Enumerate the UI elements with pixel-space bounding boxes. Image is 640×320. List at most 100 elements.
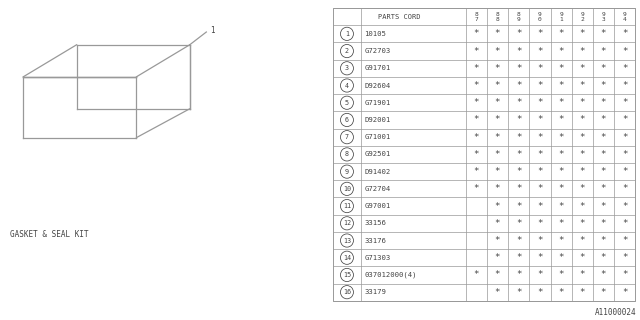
- Text: *: *: [579, 29, 585, 38]
- Text: *: *: [495, 64, 500, 73]
- Text: *: *: [601, 29, 606, 38]
- Text: *: *: [495, 29, 500, 38]
- Text: *: *: [601, 46, 606, 56]
- Text: *: *: [516, 98, 522, 107]
- Text: 6: 6: [345, 117, 349, 123]
- Text: *: *: [579, 184, 585, 193]
- Text: 8
7: 8 7: [474, 12, 478, 22]
- Text: 33156: 33156: [364, 220, 387, 226]
- Text: *: *: [622, 150, 627, 159]
- Text: G71303: G71303: [364, 255, 390, 261]
- Text: *: *: [474, 81, 479, 90]
- Text: *: *: [558, 81, 564, 90]
- Text: *: *: [558, 270, 564, 279]
- Text: *: *: [537, 64, 543, 73]
- Text: *: *: [537, 29, 543, 38]
- Text: *: *: [622, 46, 627, 56]
- Text: *: *: [601, 184, 606, 193]
- Text: *: *: [516, 116, 522, 124]
- Text: 9: 9: [345, 169, 349, 175]
- Text: *: *: [495, 288, 500, 297]
- Text: *: *: [622, 81, 627, 90]
- Text: 9
0: 9 0: [538, 12, 542, 22]
- Text: *: *: [474, 184, 479, 193]
- Text: G71001: G71001: [364, 134, 390, 140]
- Text: *: *: [516, 288, 522, 297]
- Text: 2: 2: [345, 48, 349, 54]
- Text: *: *: [516, 270, 522, 279]
- Text: *: *: [579, 236, 585, 245]
- Text: *: *: [474, 133, 479, 142]
- Text: *: *: [537, 116, 543, 124]
- Text: *: *: [579, 150, 585, 159]
- Text: *: *: [558, 116, 564, 124]
- Text: *: *: [601, 202, 606, 211]
- Text: G71901: G71901: [364, 100, 390, 106]
- Text: 15: 15: [343, 272, 351, 278]
- Text: 10: 10: [343, 186, 351, 192]
- Text: 8
8: 8 8: [495, 12, 499, 22]
- Text: *: *: [579, 270, 585, 279]
- Text: *: *: [516, 236, 522, 245]
- Text: *: *: [558, 150, 564, 159]
- Text: *: *: [601, 219, 606, 228]
- Text: *: *: [474, 270, 479, 279]
- Text: *: *: [495, 81, 500, 90]
- Text: *: *: [622, 133, 627, 142]
- Text: *: *: [558, 236, 564, 245]
- Text: *: *: [558, 98, 564, 107]
- Text: *: *: [474, 116, 479, 124]
- Text: *: *: [537, 98, 543, 107]
- Text: *: *: [495, 253, 500, 262]
- Text: *: *: [495, 202, 500, 211]
- Text: *: *: [579, 81, 585, 90]
- Text: *: *: [622, 64, 627, 73]
- Text: *: *: [601, 81, 606, 90]
- Text: *: *: [516, 184, 522, 193]
- Text: *: *: [601, 133, 606, 142]
- Text: *: *: [601, 253, 606, 262]
- Text: *: *: [622, 253, 627, 262]
- Text: *: *: [579, 167, 585, 176]
- Text: *: *: [601, 116, 606, 124]
- Text: *: *: [537, 184, 543, 193]
- Text: *: *: [474, 150, 479, 159]
- Text: D92604: D92604: [364, 83, 390, 89]
- Text: A11000024: A11000024: [595, 308, 637, 317]
- Text: *: *: [516, 46, 522, 56]
- Text: *: *: [495, 270, 500, 279]
- Text: *: *: [601, 167, 606, 176]
- Text: *: *: [558, 288, 564, 297]
- Text: 33176: 33176: [364, 237, 387, 244]
- Text: G97001: G97001: [364, 203, 390, 209]
- Text: *: *: [474, 98, 479, 107]
- Text: D91402: D91402: [364, 169, 390, 175]
- Text: G72703: G72703: [364, 48, 390, 54]
- Text: *: *: [579, 64, 585, 73]
- Text: 5: 5: [345, 100, 349, 106]
- Text: *: *: [495, 98, 500, 107]
- Text: 14: 14: [343, 255, 351, 261]
- Text: 9
4: 9 4: [623, 12, 627, 22]
- Text: *: *: [601, 288, 606, 297]
- Text: 9
2: 9 2: [580, 12, 584, 22]
- Text: *: *: [474, 167, 479, 176]
- Text: *: *: [516, 64, 522, 73]
- Text: 12: 12: [343, 220, 351, 226]
- Text: 037012000(4): 037012000(4): [364, 272, 417, 278]
- Text: *: *: [495, 184, 500, 193]
- Text: 11: 11: [343, 203, 351, 209]
- Text: 1: 1: [345, 31, 349, 37]
- Text: *: *: [622, 236, 627, 245]
- Text: *: *: [579, 133, 585, 142]
- Text: 8
9: 8 9: [517, 12, 520, 22]
- Text: G72704: G72704: [364, 186, 390, 192]
- Text: *: *: [495, 150, 500, 159]
- Text: *: *: [558, 64, 564, 73]
- Text: *: *: [495, 219, 500, 228]
- Text: *: *: [558, 219, 564, 228]
- Text: *: *: [495, 236, 500, 245]
- Text: *: *: [622, 288, 627, 297]
- Text: *: *: [474, 64, 479, 73]
- Text: *: *: [622, 219, 627, 228]
